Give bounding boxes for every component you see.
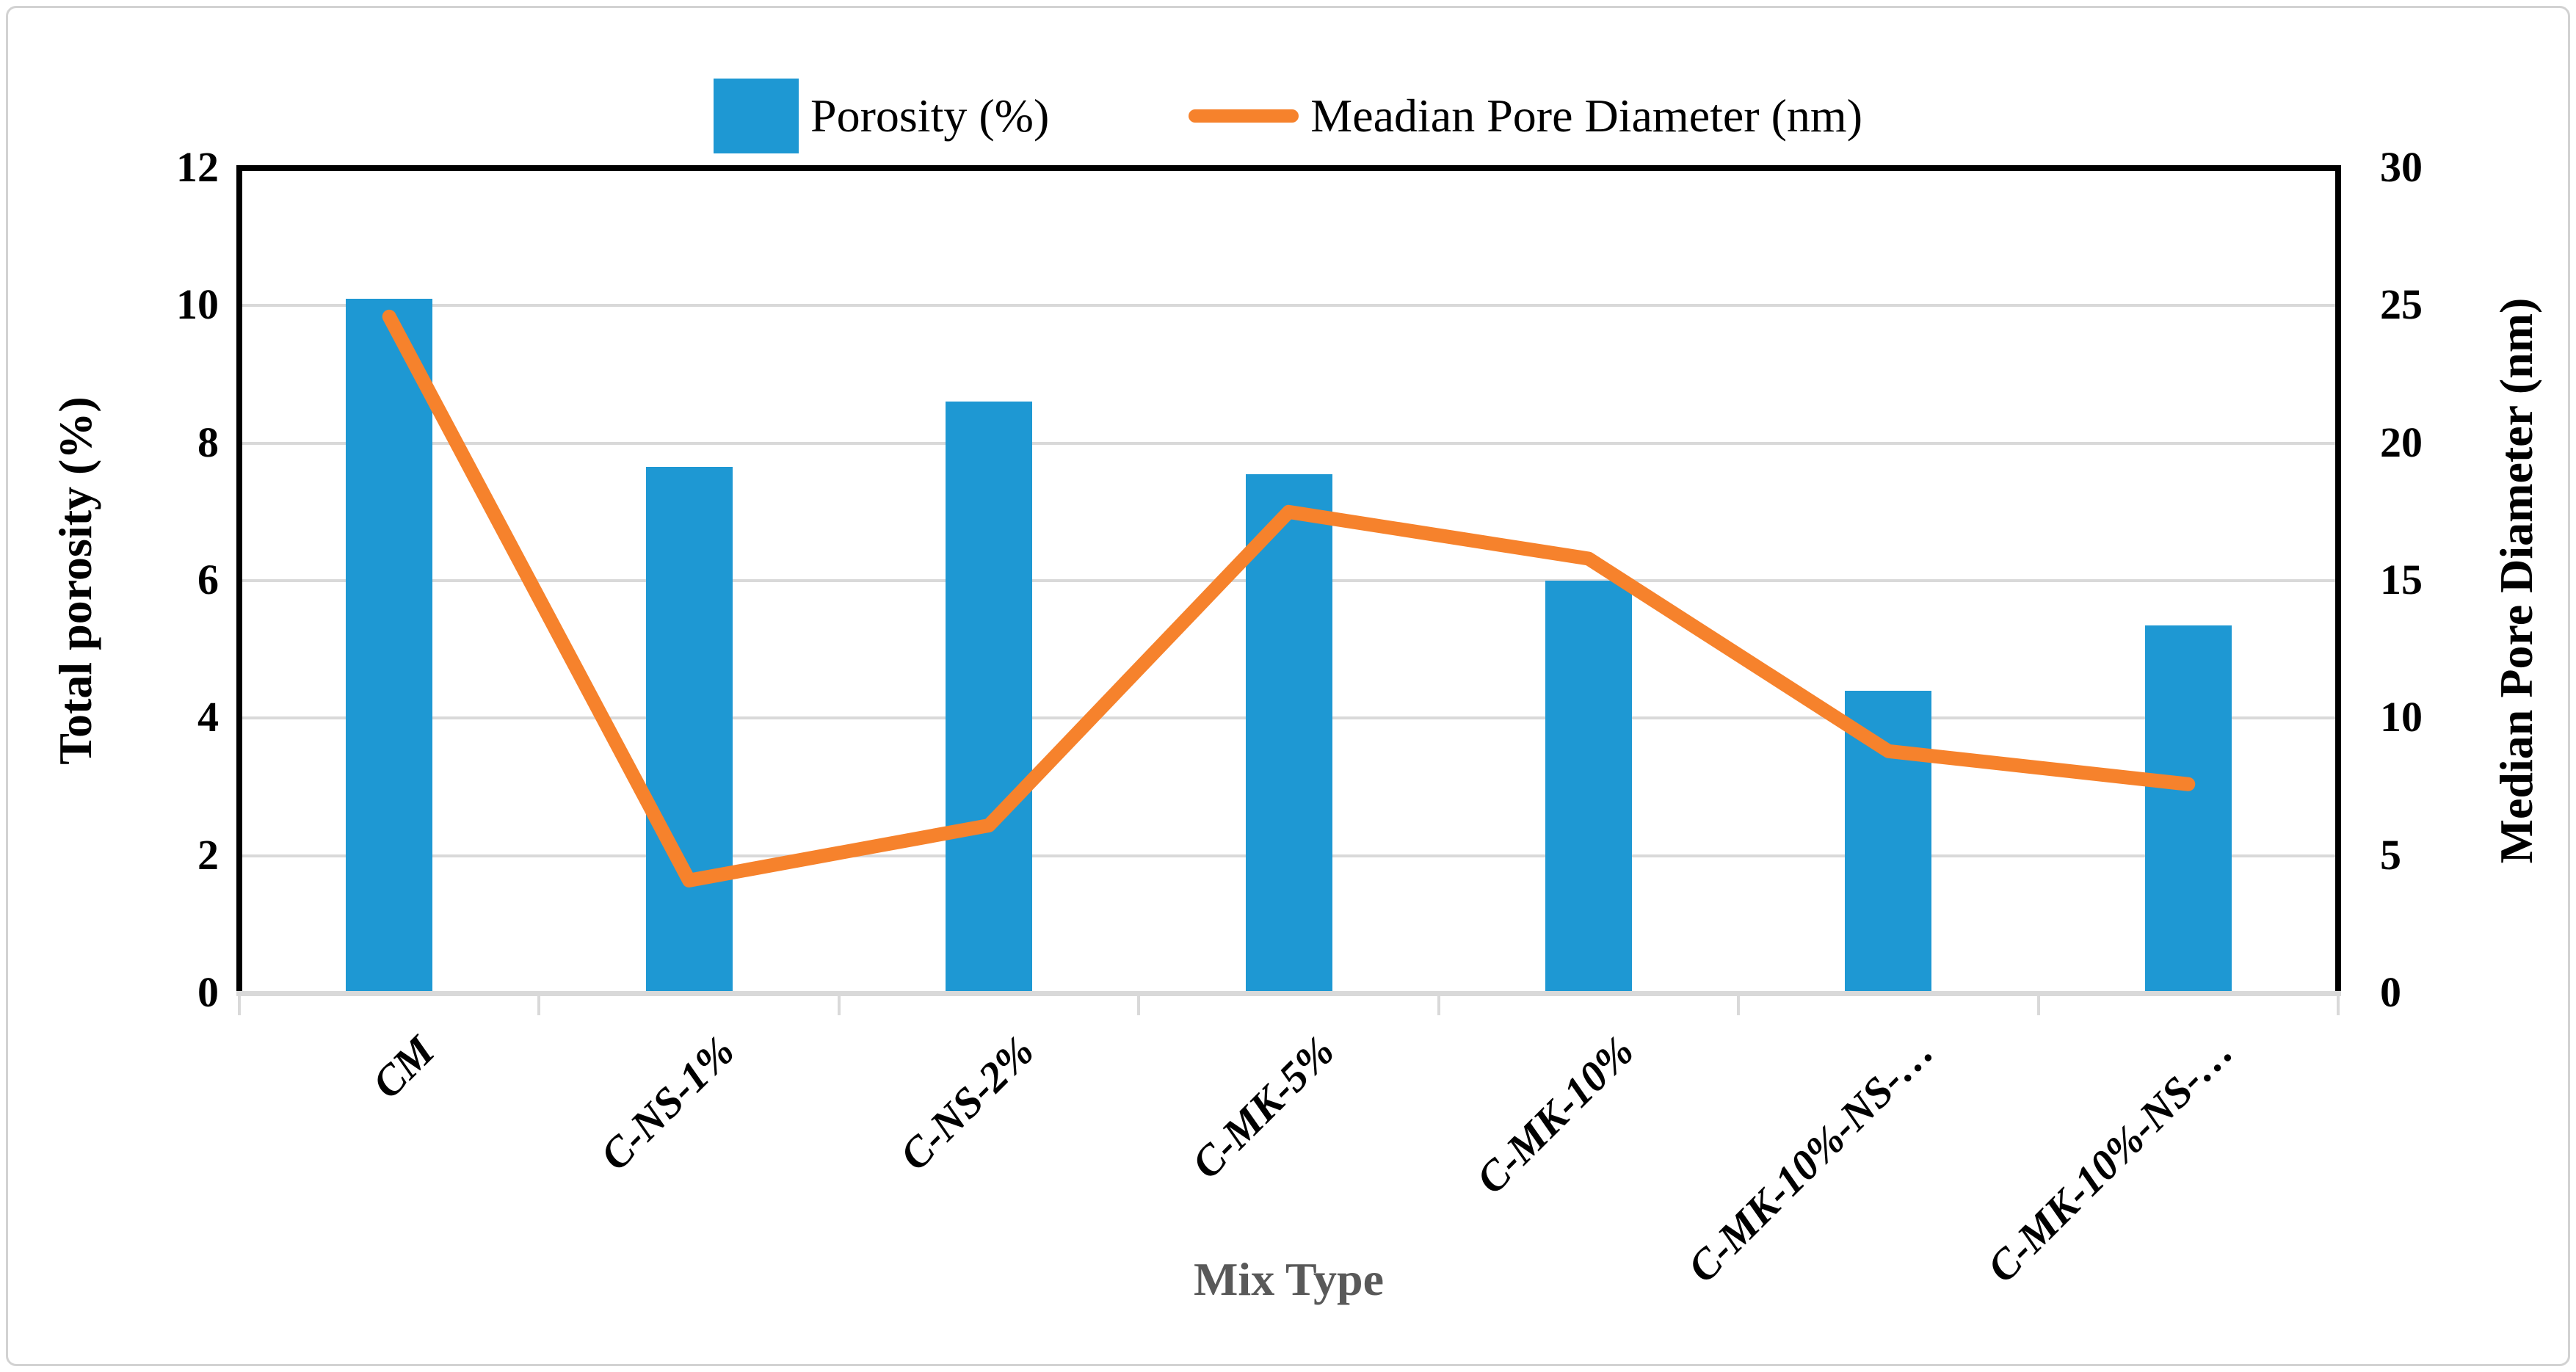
bar-C-NS-2% <box>946 402 1033 993</box>
gridline-10 <box>239 304 2338 308</box>
left-tick-0: 0 <box>197 968 219 1016</box>
right-tick-10: 10 <box>2380 693 2423 741</box>
x-category-label-2: C-NS-2% <box>890 1026 1043 1180</box>
x-axis-title: Mix Type <box>1194 1253 1384 1305</box>
left-tick-2: 2 <box>197 830 219 879</box>
x-category-label-3: C-MK-5% <box>1182 1026 1343 1188</box>
median-pore-line <box>382 309 2196 888</box>
right-tick-5: 5 <box>2380 830 2401 879</box>
x-axis-tick <box>1737 996 1741 1015</box>
plot-border-left <box>236 165 242 996</box>
bar-C-NS-1% <box>645 467 733 993</box>
left-tick-10: 10 <box>176 280 219 329</box>
bar-C-MK-10% <box>1545 581 1632 993</box>
bar-C-MK-10%-NS-… <box>1845 690 1932 993</box>
left-axis-title: Total porosity (%) <box>49 396 101 765</box>
right-tick-0: 0 <box>2380 968 2401 1016</box>
legend-porosity-label: Porosity (%) <box>810 90 1050 142</box>
plot-border-right <box>2335 165 2341 996</box>
legend-item-porosity: Porosity (%) <box>713 79 1050 153</box>
x-category-label-5: C-MK-10%-NS-… <box>1677 1026 1943 1292</box>
right-tick-15: 15 <box>2380 555 2423 603</box>
x-category-label-0: CM <box>363 1026 444 1108</box>
x-category-label-6: C-MK-10%-NS-… <box>1978 1026 2243 1292</box>
x-axis-tick <box>2337 996 2340 1015</box>
bar-C-MK-5% <box>1245 473 1332 993</box>
left-tick-4: 4 <box>197 693 219 741</box>
x-axis-line <box>236 991 2341 996</box>
right-axis-title: Median Pore Diameter (nm) <box>2490 297 2542 864</box>
x-axis-tick <box>537 996 541 1015</box>
legend: Porosity (%) Meadian Pore Diameter (nm) <box>0 72 2576 160</box>
x-category-label-4: C-MK-10% <box>1467 1026 1643 1203</box>
x-axis-tick <box>1137 996 1141 1015</box>
legend-line-swatch-icon <box>1189 109 1299 123</box>
plot-border-top <box>236 165 2341 171</box>
gridline-8 <box>239 441 2338 445</box>
left-tick-6: 6 <box>197 555 219 603</box>
x-axis-tick <box>2036 996 2040 1015</box>
legend-median-label: Meadian Pore Diameter (nm) <box>1310 90 1863 142</box>
bar-C-MK-10%-NS-… <box>2144 625 2232 993</box>
bar-CM <box>346 298 433 993</box>
x-axis-tick <box>238 996 241 1015</box>
right-tick-20: 20 <box>2380 418 2423 466</box>
right-tick-25: 25 <box>2380 280 2423 329</box>
legend-bar-swatch-icon <box>713 79 799 153</box>
x-category-label-1: C-NS-1% <box>590 1026 744 1180</box>
left-tick-12: 12 <box>176 142 219 191</box>
x-axis-tick <box>837 996 841 1015</box>
legend-item-median: Meadian Pore Diameter (nm) <box>1189 89 1862 143</box>
left-tick-8: 8 <box>197 418 219 466</box>
right-tick-30: 30 <box>2380 142 2423 191</box>
x-axis-tick <box>1437 996 1440 1015</box>
